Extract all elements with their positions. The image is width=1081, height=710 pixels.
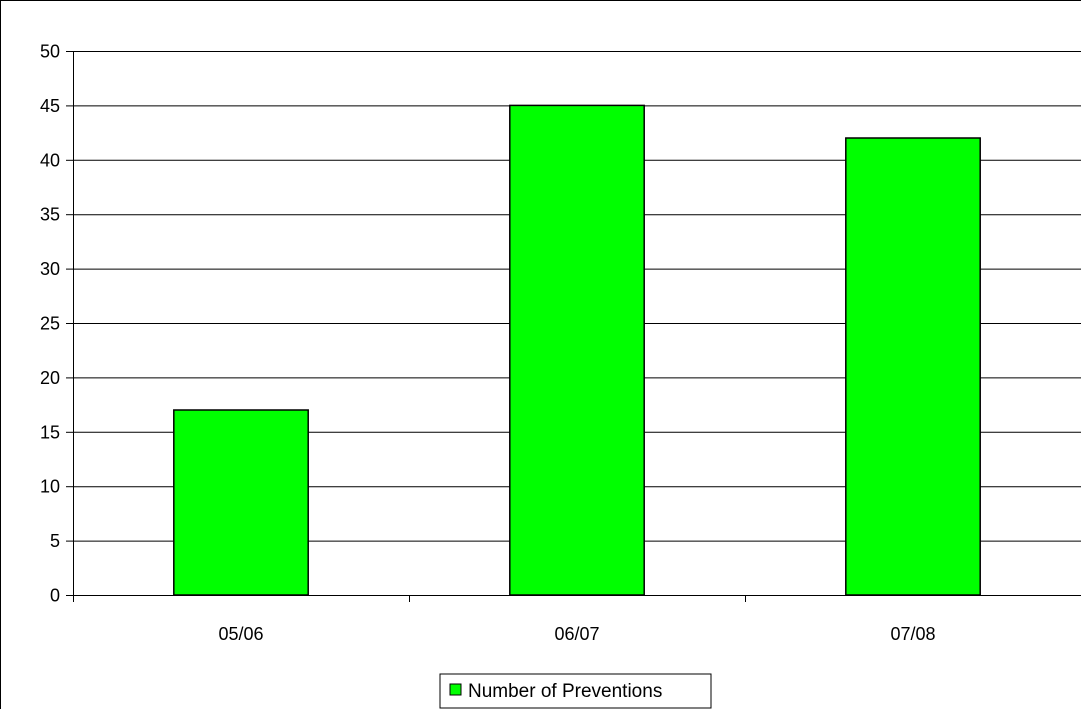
legend-label: Number of Preventions: [468, 681, 662, 702]
y-tick-label: 0: [50, 586, 60, 606]
y-tick-labels: 0 5 10 15 20 25 30 35 40 45 50: [40, 42, 60, 606]
y-tick-label: 45: [40, 96, 60, 116]
y-tick-label: 5: [50, 531, 60, 551]
bar-06-07: [509, 104, 645, 596]
x-tick-label: 07/08: [890, 624, 935, 644]
y-tick-label: 20: [40, 368, 60, 388]
y-tick-label: 40: [40, 150, 60, 170]
y-tick-label: 25: [40, 314, 60, 334]
legend-swatch: [449, 683, 462, 696]
y-tick-label: 10: [40, 477, 60, 497]
y-tick-label: 50: [40, 42, 60, 62]
y-tick-label: 15: [40, 422, 60, 442]
bars: [173, 104, 981, 596]
x-tick-label: 05/06: [218, 624, 263, 644]
bar-05-06: [173, 409, 309, 596]
y-tick-label: 30: [40, 259, 60, 279]
y-tick-label: 35: [40, 205, 60, 225]
x-tick-label: 06/07: [554, 624, 599, 644]
legend-box: [439, 673, 712, 709]
axes: [66, 51, 1081, 602]
bar-07-08: [845, 137, 981, 596]
x-tick-labels: 05/06 06/07 07/08: [218, 624, 935, 644]
legend: Number of Preventions: [439, 673, 712, 709]
